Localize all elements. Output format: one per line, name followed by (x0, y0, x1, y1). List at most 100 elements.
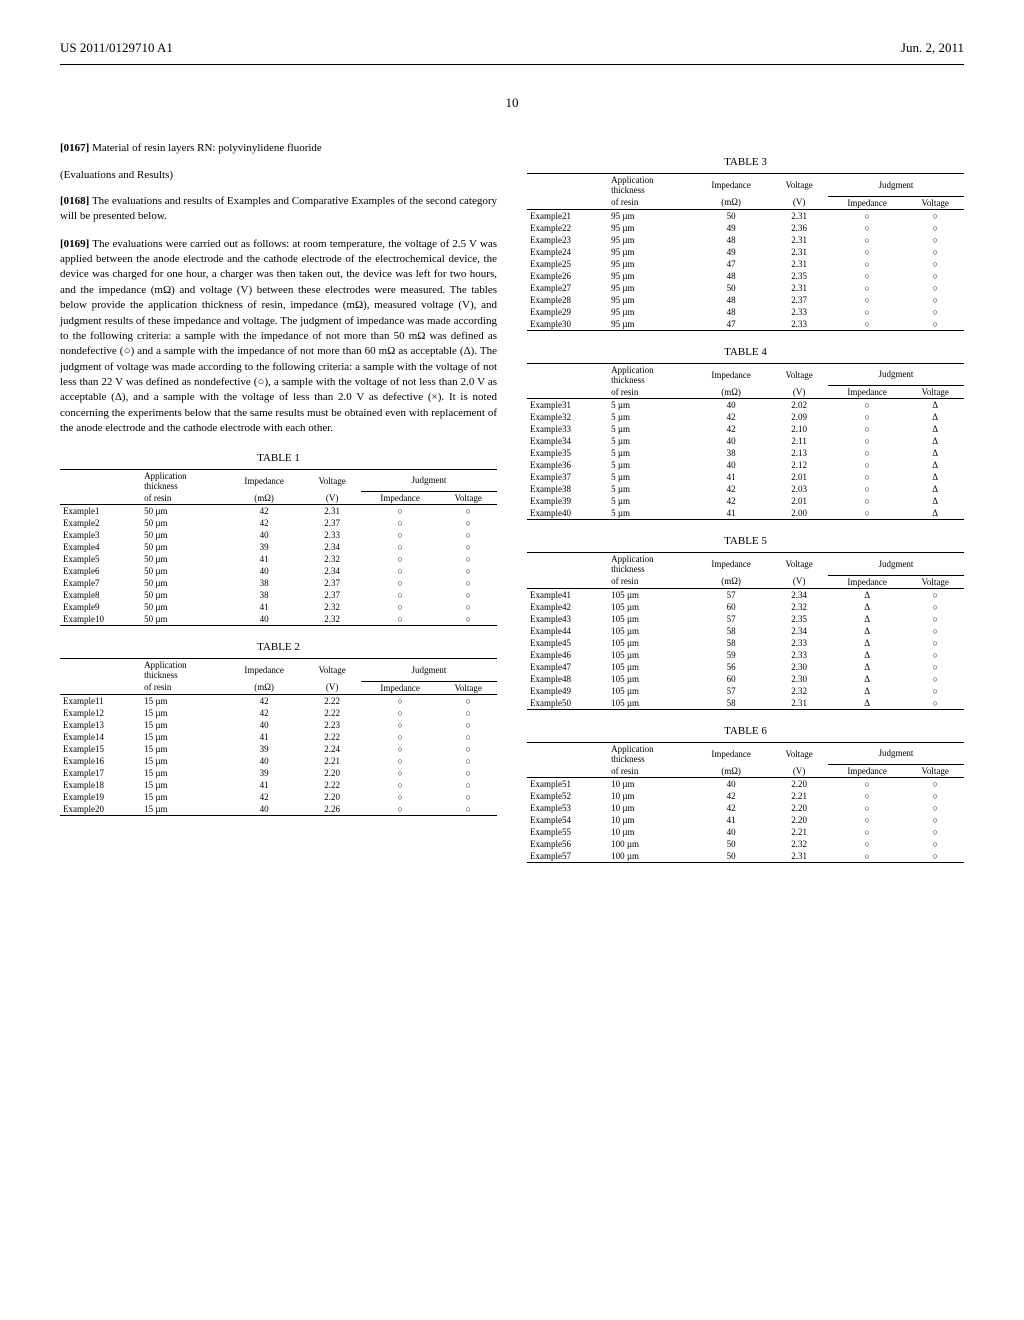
table-cell: ○ (439, 731, 497, 743)
table-cell: 40 (225, 803, 304, 816)
table-cell: 50 µm (141, 577, 225, 589)
table-cell: 105 µm (608, 613, 692, 625)
table-cell: 15 µm (141, 779, 225, 791)
para-text: The evaluations and results of Examples … (60, 195, 497, 222)
table-cell: Example50 (527, 697, 608, 710)
table-cell: ○ (828, 826, 907, 838)
table-cell: ○ (439, 541, 497, 553)
table-cell: 2.09 (770, 411, 828, 423)
table-cell: Example41 (527, 588, 608, 601)
table-cell: 50 µm (141, 553, 225, 565)
table-cell: 49 (692, 246, 771, 258)
table-cell: 2.20 (770, 814, 828, 826)
table-cell: ○ (828, 306, 907, 318)
table-cell: ○ (361, 505, 440, 518)
table-cell: 2.34 (303, 541, 361, 553)
table-cell: ○ (439, 707, 497, 719)
table-cell: 10 µm (608, 802, 692, 814)
table-cell: 5 µm (608, 411, 692, 423)
table-row: Example375 µm412.01○Δ (527, 471, 964, 483)
table-cell: 2.30 (770, 673, 828, 685)
table-cell: 15 µm (141, 803, 225, 816)
table-cell: 40 (225, 719, 304, 731)
table-row: Example650 µm402.34○○ (60, 565, 497, 577)
table-row: Example345 µm402.11○Δ (527, 435, 964, 447)
table-cell: 42 (225, 694, 304, 707)
table-3-container: TABLE 3ApplicationthicknessImpedanceVolt… (527, 156, 964, 331)
data-table: ApplicationthicknessImpedanceVoltageJudg… (527, 552, 964, 710)
table-cell: ○ (828, 222, 907, 234)
page-header: US 2011/0129710 A1 Jun. 2, 2011 (60, 40, 964, 56)
table-cell: 105 µm (608, 673, 692, 685)
table-cell: Example13 (60, 719, 141, 731)
table-cell: Example38 (527, 483, 608, 495)
table-cell: 50 µm (141, 517, 225, 529)
table-cell: 2.33 (303, 529, 361, 541)
table-cell: 2.31 (770, 697, 828, 710)
table-cell: Δ (906, 459, 964, 471)
table-cell: Δ (828, 625, 907, 637)
table-cell: 95 µm (608, 234, 692, 246)
table-cell: ○ (361, 767, 440, 779)
table-row: Example2995 µm482.33○○ (527, 306, 964, 318)
table-row: Example44105 µm582.34Δ○ (527, 625, 964, 637)
table-row: Example42105 µm602.32Δ○ (527, 601, 964, 613)
table-cell: 2.11 (770, 435, 828, 447)
table-cell: Example33 (527, 423, 608, 435)
table-cell: 2.32 (303, 613, 361, 626)
table-cell: Example54 (527, 814, 608, 826)
table-row: Example41105 µm572.34Δ○ (527, 588, 964, 601)
table-cell: ○ (906, 850, 964, 863)
content-columns: [0167] Material of resin layers RN: poly… (60, 141, 964, 863)
table-cell: 2.33 (770, 649, 828, 661)
table-cell: Example9 (60, 601, 141, 613)
table-row: Example46105 µm592.33Δ○ (527, 649, 964, 661)
table-row: Example2895 µm482.37○○ (527, 294, 964, 306)
table-cell: 2.02 (770, 399, 828, 412)
table-row: Example385 µm422.03○Δ (527, 483, 964, 495)
table-cell: ○ (906, 270, 964, 282)
table-row: Example335 µm422.10○Δ (527, 423, 964, 435)
table-cell: Δ (828, 588, 907, 601)
table-cell: ○ (906, 637, 964, 649)
table-cell: ○ (906, 601, 964, 613)
table-cell: ○ (828, 399, 907, 412)
table-cell: Example49 (527, 685, 608, 697)
table-cell: ○ (361, 719, 440, 731)
table-cell: Δ (828, 613, 907, 625)
table-row: Example395 µm422.01○Δ (527, 495, 964, 507)
table-cell: Δ (906, 435, 964, 447)
table-cell: ○ (828, 209, 907, 222)
table-cell: 47 (692, 258, 771, 270)
table-cell: 95 µm (608, 282, 692, 294)
table-cell: Example43 (527, 613, 608, 625)
table-cell: 105 µm (608, 637, 692, 649)
table-row: Example550 µm412.32○○ (60, 553, 497, 565)
table-cell: Example51 (527, 778, 608, 791)
table-cell: 50 µm (141, 601, 225, 613)
table-cell: Δ (906, 447, 964, 459)
table-row: Example2015 µm402.26○○ (60, 803, 497, 816)
table-cell: 2.22 (303, 707, 361, 719)
table-cell: 15 µm (141, 707, 225, 719)
table-cell: 15 µm (141, 719, 225, 731)
table-cell: ○ (439, 505, 497, 518)
table-cell: Example26 (527, 270, 608, 282)
table-cell: Example7 (60, 577, 141, 589)
table-cell: Example23 (527, 234, 608, 246)
table-cell: 5 µm (608, 495, 692, 507)
table-cell: Example55 (527, 826, 608, 838)
table-cell: Δ (906, 423, 964, 435)
header-right: Jun. 2, 2011 (901, 40, 964, 56)
table-row: Example50105 µm582.31Δ○ (527, 697, 964, 710)
table-cell: 60 (692, 673, 771, 685)
table-cell: 2.36 (770, 222, 828, 234)
table-cell: 48 (692, 294, 771, 306)
table-cell: 57 (692, 685, 771, 697)
table-cell: ○ (361, 589, 440, 601)
table-cell: 48 (692, 306, 771, 318)
table-cell: 105 µm (608, 661, 692, 673)
table-cell: 5 µm (608, 507, 692, 520)
table-cell: ○ (828, 294, 907, 306)
table-row: Example405 µm412.00○Δ (527, 507, 964, 520)
